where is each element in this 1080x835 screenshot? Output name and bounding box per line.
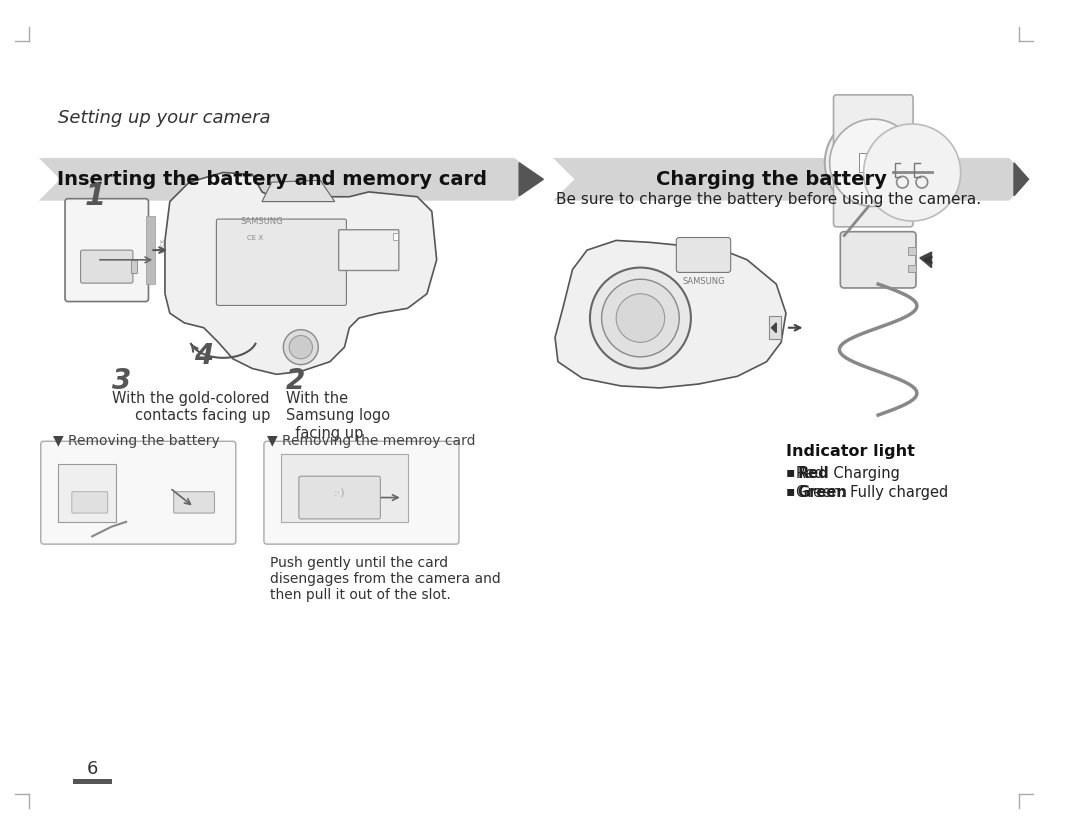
Text: 4: 4	[194, 342, 214, 370]
Text: 1: 1	[84, 182, 106, 211]
Polygon shape	[920, 252, 932, 267]
FancyBboxPatch shape	[216, 219, 347, 306]
Text: Red: Charging: Red: Charging	[796, 466, 900, 480]
Text: CE X: CE X	[247, 235, 264, 241]
FancyBboxPatch shape	[834, 95, 913, 227]
Text: Push gently until the card
disengages from the camera and
then pull it out of th: Push gently until the card disengages fr…	[270, 556, 500, 602]
Text: ▪: ▪	[786, 466, 799, 479]
Text: Green: Green	[798, 485, 848, 500]
FancyBboxPatch shape	[71, 492, 108, 513]
Circle shape	[864, 124, 960, 221]
Text: 2: 2	[286, 367, 306, 395]
Text: ▼ Removing the battery: ▼ Removing the battery	[53, 434, 220, 448]
Polygon shape	[555, 240, 786, 388]
Polygon shape	[553, 158, 1028, 200]
Polygon shape	[771, 323, 777, 332]
FancyBboxPatch shape	[174, 492, 215, 513]
Circle shape	[829, 119, 917, 206]
Text: Be sure to charge the battery before using the camera.: Be sure to charge the battery before usi…	[556, 192, 981, 207]
Bar	[859, 153, 865, 173]
Text: Indicator light: Indicator light	[786, 444, 915, 459]
Polygon shape	[1014, 163, 1028, 195]
Bar	[58, 463, 117, 522]
Circle shape	[825, 114, 922, 211]
Polygon shape	[519, 163, 543, 195]
Circle shape	[283, 330, 319, 365]
Text: With the
Samsung logo
  facing up: With the Samsung logo facing up	[286, 391, 390, 441]
Text: 6: 6	[86, 760, 98, 778]
Text: With the gold-colored
     contacts facing up: With the gold-colored contacts facing up	[111, 391, 270, 423]
Polygon shape	[39, 158, 543, 200]
Bar	[908, 265, 916, 272]
FancyBboxPatch shape	[299, 476, 380, 519]
Text: ▪: ▪	[786, 485, 799, 499]
FancyBboxPatch shape	[264, 441, 459, 544]
FancyBboxPatch shape	[65, 199, 148, 301]
Bar	[393, 233, 397, 240]
FancyBboxPatch shape	[339, 230, 399, 271]
FancyBboxPatch shape	[840, 231, 916, 288]
Text: :·): :·)	[334, 488, 346, 498]
Bar	[881, 153, 888, 173]
FancyBboxPatch shape	[676, 237, 731, 272]
FancyBboxPatch shape	[41, 441, 235, 544]
Circle shape	[617, 294, 664, 342]
Bar	[146, 216, 156, 284]
Text: Setting up your camera: Setting up your camera	[58, 109, 271, 128]
Polygon shape	[165, 173, 436, 374]
Text: Green: Fully charged: Green: Fully charged	[796, 485, 948, 500]
Bar	[131, 260, 137, 273]
FancyBboxPatch shape	[81, 250, 133, 283]
Bar	[72, 779, 111, 784]
Text: SAMSUNG: SAMSUNG	[683, 277, 725, 286]
Circle shape	[289, 336, 312, 359]
Text: Red: Red	[798, 466, 829, 480]
Bar	[881, 153, 889, 175]
Bar	[855, 153, 864, 175]
Text: SAMSUNG: SAMSUNG	[241, 216, 283, 225]
Text: Charging the battery: Charging the battery	[656, 170, 887, 189]
Bar	[769, 316, 781, 339]
Text: 3: 3	[111, 367, 131, 395]
Polygon shape	[262, 180, 335, 201]
Bar	[908, 247, 916, 255]
Circle shape	[590, 267, 691, 368]
Text: LOCK: LOCK	[160, 238, 165, 252]
Text: Inserting the battery and memory card: Inserting the battery and memory card	[56, 170, 487, 189]
Text: ▼ Removing the memroy card: ▼ Removing the memroy card	[267, 434, 475, 448]
Bar	[282, 454, 407, 522]
Circle shape	[602, 279, 679, 357]
